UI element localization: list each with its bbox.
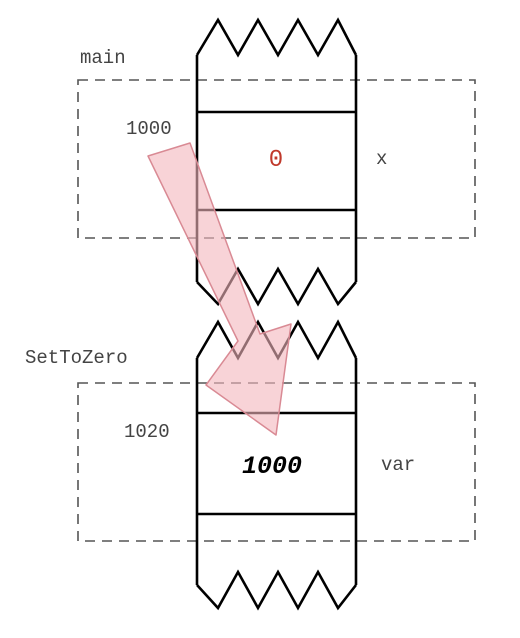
main-frame-label: main [80, 47, 126, 69]
settozero-memory-column [195, 319, 358, 611]
settozero-variable: var [381, 454, 415, 476]
main-address: 1000 [126, 118, 172, 140]
main-frame-box [77, 79, 476, 239]
main-variable: x [376, 148, 387, 170]
settozero-value: 1000 [242, 452, 302, 481]
settozero-frame-box [77, 382, 476, 542]
settozero-frame-label: SetToZero [25, 347, 128, 369]
main-value: 0 [269, 147, 283, 174]
zigzag-break-top [195, 17, 358, 58]
pointer-arrow [147, 142, 292, 436]
settozero-address: 1020 [124, 421, 170, 443]
zigzag-break-bottom-lower [196, 569, 358, 611]
